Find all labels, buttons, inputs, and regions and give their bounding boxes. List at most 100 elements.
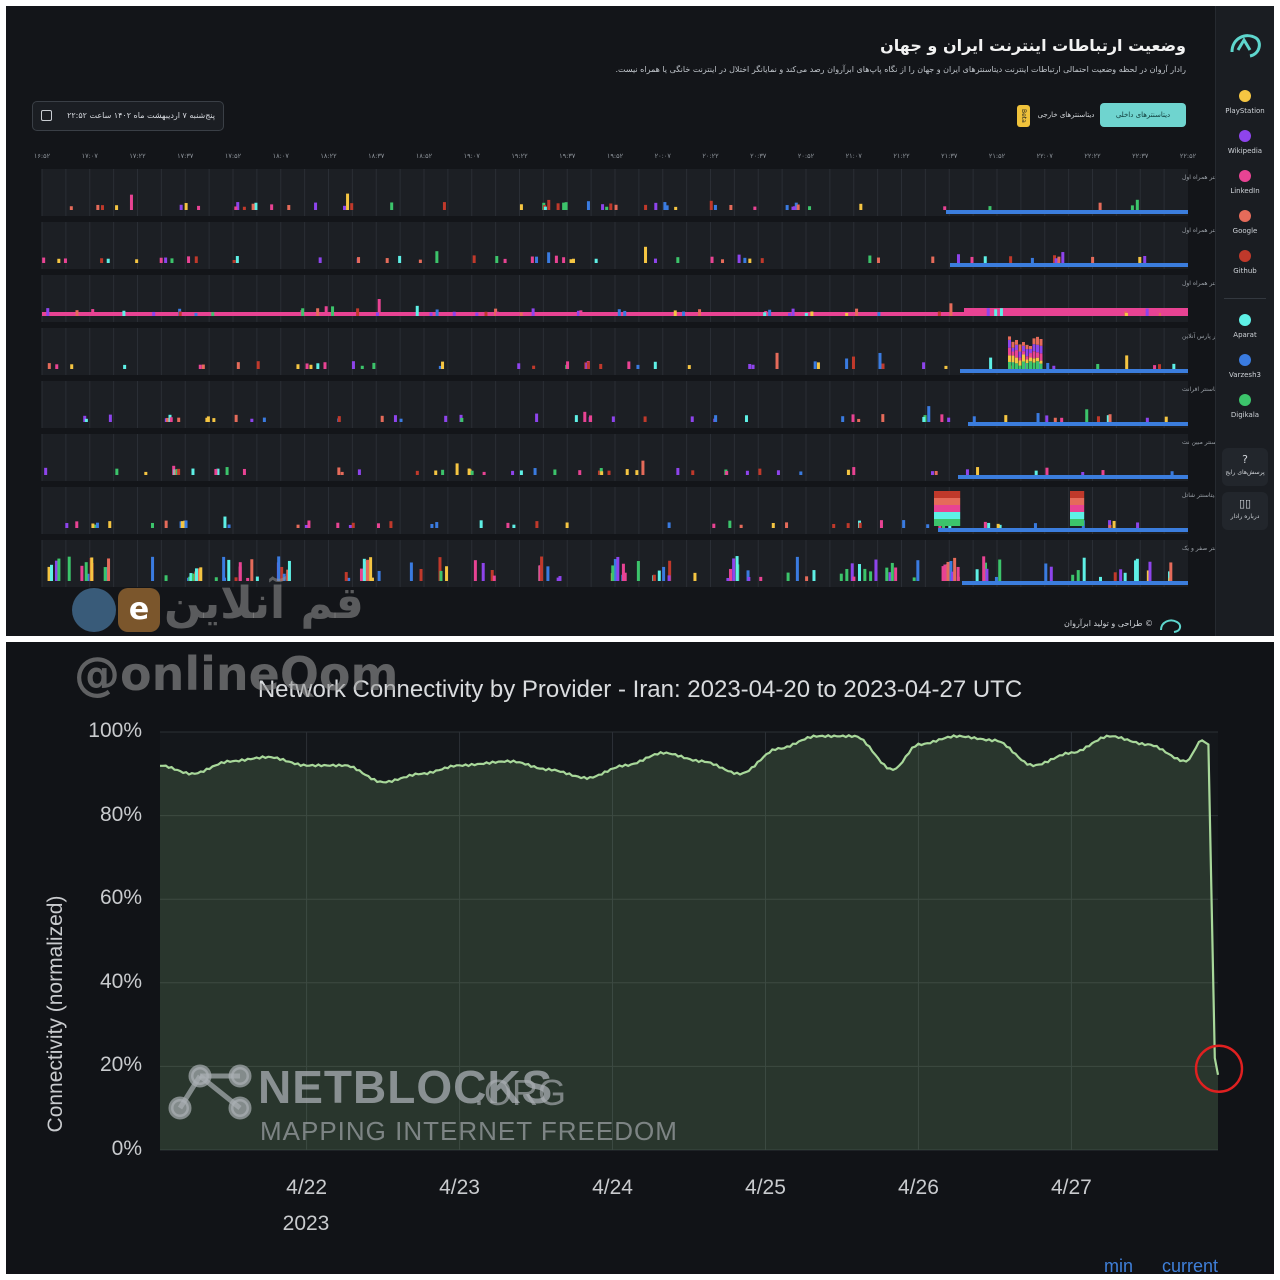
about-button[interactable]: ▯▯ درباره رادار: [1222, 492, 1268, 530]
outage-mark: [1172, 363, 1176, 369]
outage-mark: [667, 522, 671, 528]
datacenter-row[interactable]: تهران - دیتاسنتر پارس آنلاین: [41, 328, 1253, 375]
sidebar-item-linkedin[interactable]: LinkedIn: [1216, 170, 1274, 195]
outage-mark: [1135, 558, 1139, 581]
outage-mark: [337, 467, 341, 475]
outage-mark: [1008, 361, 1011, 369]
outage-mark: [994, 309, 998, 316]
connectivity-chart: [160, 731, 1244, 1151]
outage-mark: [362, 558, 366, 581]
outage-mark: [177, 417, 181, 422]
outage-mark: [1045, 467, 1049, 475]
outage-mark: [852, 576, 856, 581]
beta-badge: Beta: [1017, 105, 1030, 127]
y-tick-label: 100%: [88, 719, 142, 742]
outage-mark: [1080, 498, 1082, 505]
outage-mark: [586, 201, 590, 210]
outage-mark: [776, 470, 780, 475]
outage-mark: [1130, 205, 1134, 210]
date-picker[interactable]: پنج‌شنبه ۷ اردیبهشت ماه ۱۴۰۲ ساعت ۲۲:۵۲: [32, 101, 224, 131]
outage-mark: [1169, 562, 1173, 581]
outage-mark: [947, 505, 949, 512]
outage-mark: [197, 205, 201, 210]
datacenter-row[interactable]: تهران - دیتاسنتر شاتل: [41, 487, 1237, 534]
outage-mark: [1036, 336, 1039, 345]
outage-mark: [1070, 519, 1072, 526]
sidebar-item-aparat[interactable]: Aparat: [1216, 314, 1274, 339]
outage-mark: [944, 519, 946, 526]
outage-mark: [287, 205, 291, 210]
outage-mark: [942, 498, 944, 505]
outage-mark: [936, 498, 938, 505]
sidebar-item-varzesh3[interactable]: Varzesh3: [1216, 354, 1274, 379]
datacenter-row[interactable]: تهران - دیتاسنتر همراه اول: [41, 169, 1250, 216]
outage-mark: [579, 310, 583, 316]
sidebar-item-digikala[interactable]: Digikala: [1216, 394, 1274, 419]
outage-mark: [616, 556, 620, 581]
about-label: درباره رادار: [1230, 513, 1260, 520]
outage-mark: [1076, 505, 1078, 512]
outage-mark: [236, 202, 240, 210]
outage-mark: [976, 467, 980, 475]
sidebar-item-wikipedia[interactable]: Wikipedia: [1216, 130, 1274, 155]
outage-mark: [855, 308, 859, 316]
chart-title: Network Connectivity by Provider - Iran:…: [257, 676, 1023, 703]
outage-mark: [1098, 202, 1102, 210]
sidebar-item-google[interactable]: Google: [1216, 210, 1274, 235]
outage-mark: [985, 568, 989, 581]
datacenter-row[interactable]: مشهد - دیتاسنتر همراه اول: [41, 222, 1250, 269]
outage-mark: [194, 312, 198, 316]
outage-mark: [1025, 344, 1029, 350]
outage-mark: [481, 562, 485, 581]
outage-mark: [242, 206, 246, 210]
y-axis-label: Connectivity (normalized): [44, 895, 67, 1133]
outage-mark: [760, 258, 764, 263]
outage-mark: [369, 557, 373, 581]
tab-foreign-datacenters[interactable]: دیتاسنترهای خارجی: [1037, 111, 1095, 119]
outage-mark: [1030, 257, 1034, 263]
time-tick-label: ۱۸:۵۲: [416, 152, 433, 160]
outage-mark: [668, 560, 672, 581]
legend-current[interactable]: current: [1162, 1256, 1219, 1274]
outage-mark: [599, 363, 603, 369]
time-tick-label: ۲۲:۰۷: [1037, 152, 1054, 160]
outage-mark: [1071, 519, 1073, 526]
outage-mark: [1022, 354, 1025, 362]
outage-mark: [90, 557, 94, 581]
datacenter-row[interactable]: تهران - دیتاسنتر صفر و یک: [41, 540, 1249, 587]
outage-mark: [674, 206, 678, 210]
outage-mark: [605, 206, 609, 210]
outage-mark: [943, 519, 945, 526]
outage-mark: [1076, 498, 1078, 505]
outage-mark: [84, 418, 88, 422]
legend-min[interactable]: min: [1104, 1256, 1134, 1274]
outage-mark: [307, 520, 311, 528]
outage-mark: [948, 519, 950, 526]
sidebar-item-github[interactable]: Github: [1216, 250, 1274, 275]
outage-mark: [652, 574, 656, 581]
outage-mark: [1011, 355, 1015, 363]
tab-domestic-datacenters[interactable]: دیتاسنترهای داخلی: [1100, 103, 1186, 127]
radar-chart: ۲۲:۵۲ ۲۲:۳۷ ۲۲:۲۲ ۲۲:۰۷ ۲۱:۵۲ ۲۱:۳۷ ۲۱:۲۲ ۲۱:۰۷…: [34, 152, 1253, 587]
outage-mark: [1136, 522, 1140, 528]
outage-mark: [108, 521, 112, 528]
datacenter-row[interactable]: تهران - دیتاسنتر افرانت: [41, 381, 1241, 428]
service-sidebar: PlayStation Wikipedia LinkedIn Google Github…: [1215, 6, 1274, 636]
outage-mark: [728, 520, 732, 528]
datacenter-row[interactable]: تهران - دیتاسنتر مبین نت: [41, 434, 1245, 481]
outage-mark: [1071, 574, 1075, 581]
outage-mark: [91, 523, 95, 528]
outage-mark: [1153, 365, 1157, 369]
outage-mark: [1075, 491, 1077, 498]
outage-mark: [316, 363, 320, 369]
outage-mark: [251, 203, 255, 210]
sidebar-item-playstation[interactable]: PlayStation: [1216, 90, 1274, 115]
outage-mark: [336, 522, 340, 528]
outage-mark: [1078, 519, 1080, 526]
outage-mark: [1022, 351, 1025, 355]
outage-mark: [1073, 491, 1075, 498]
time-tick-label: ۱۹:۵۲: [607, 152, 624, 160]
outage-mark: [613, 559, 617, 581]
datacenter-row[interactable]: شیراز - دیتاسنتر همراه اول: [41, 275, 1250, 322]
faq-button[interactable]: ? پرسش‌های رایج: [1222, 448, 1268, 486]
